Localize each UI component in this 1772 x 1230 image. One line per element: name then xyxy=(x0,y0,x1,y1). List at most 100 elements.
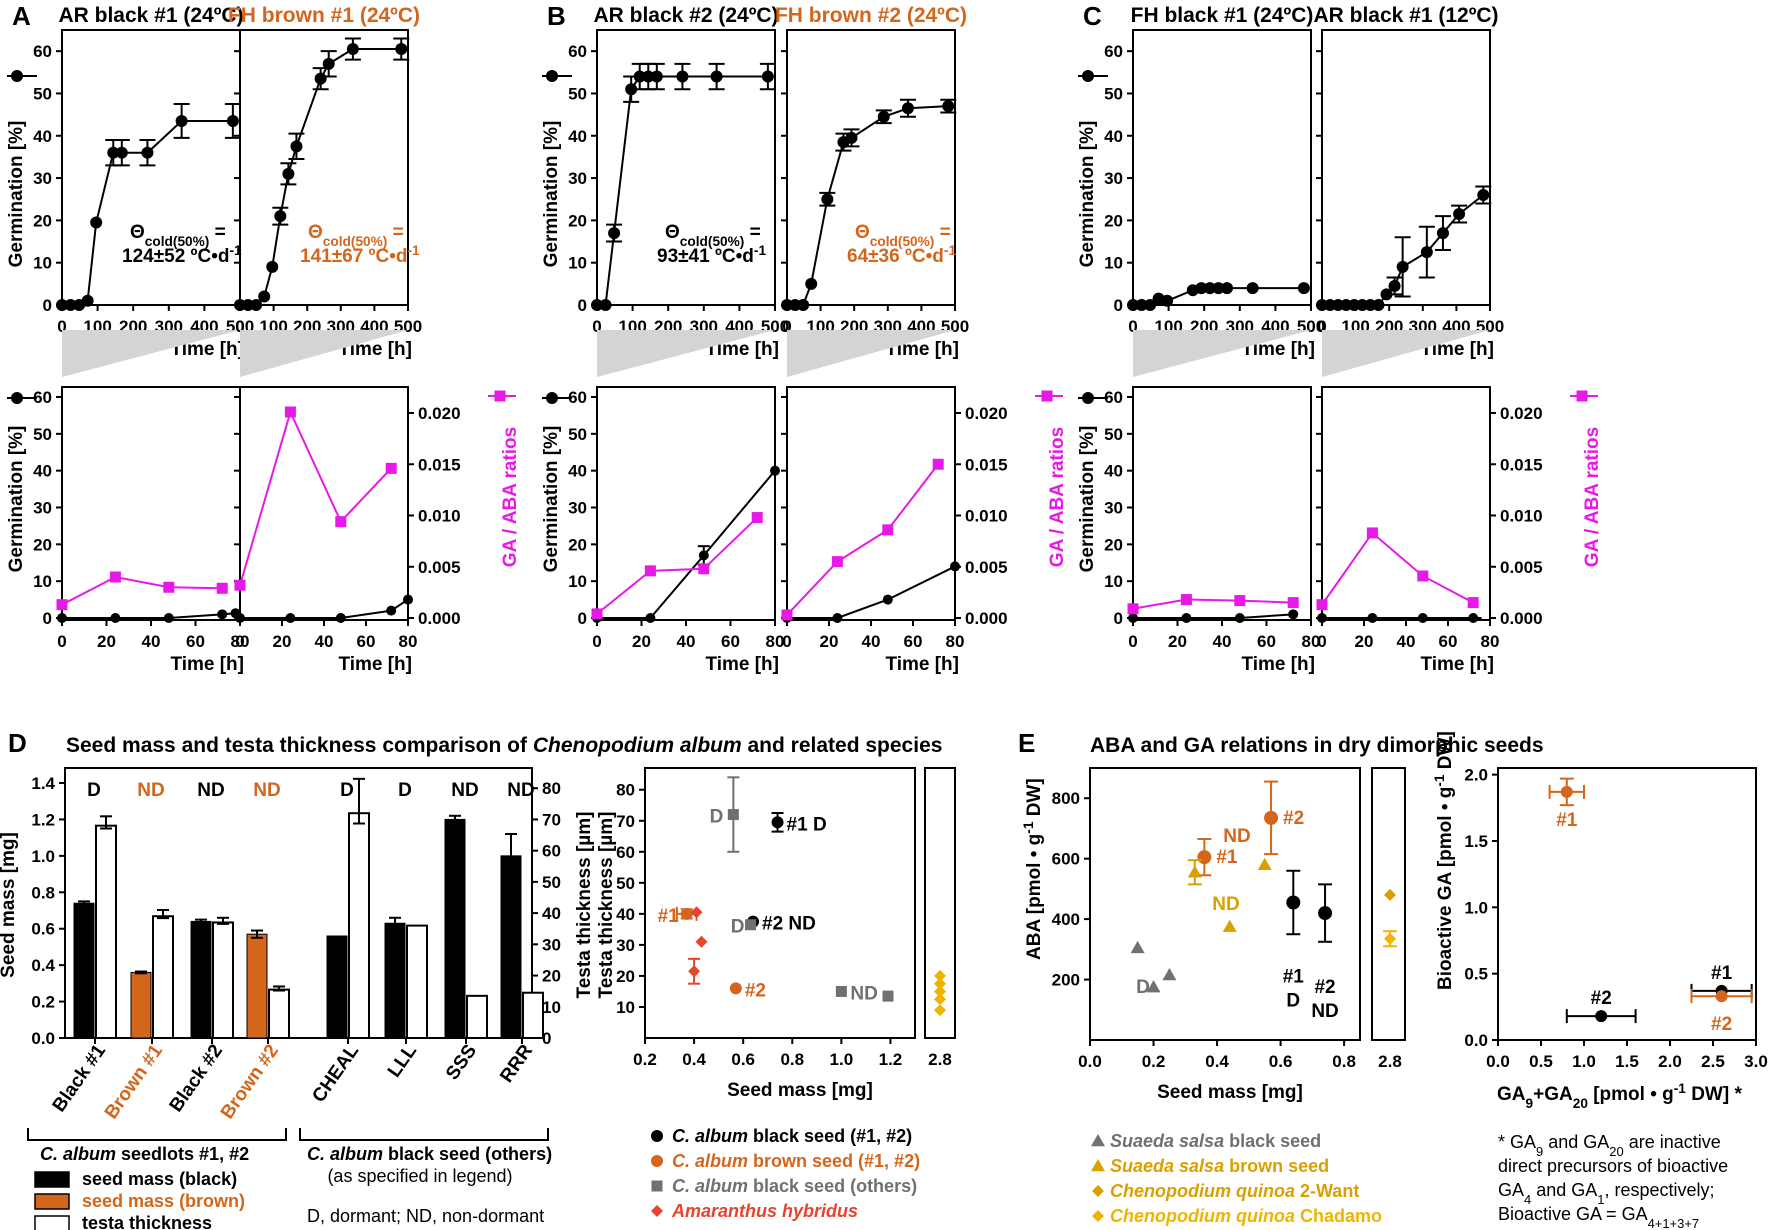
germination-point xyxy=(290,140,303,153)
y2-tick-label: 60 xyxy=(542,842,561,861)
category-label: Brown #1 xyxy=(101,1040,168,1122)
y-tick-label: 0.8 xyxy=(31,883,55,902)
dormancy-label: D xyxy=(87,780,101,801)
y-tick-label: 40 xyxy=(1104,462,1123,481)
germination-point xyxy=(1372,299,1385,311)
y2-tick-label: 0.005 xyxy=(1500,558,1543,577)
scatter-point xyxy=(1197,850,1212,865)
seed-mass-bar xyxy=(130,971,152,1039)
y-axis-label: Germination [%] xyxy=(6,121,27,268)
germination-point xyxy=(56,299,68,311)
scatter-point xyxy=(1130,940,1145,954)
testa-bar xyxy=(348,812,370,1040)
y-tick-label: 60 xyxy=(1104,388,1123,407)
y-tick-label: 50 xyxy=(616,874,635,893)
dormancy-label: ND xyxy=(253,780,280,801)
y-tick-label: 800 xyxy=(1052,789,1080,808)
germination-point xyxy=(285,613,296,623)
plot-title-C1: FH black #1 (24ºC) xyxy=(1131,4,1314,27)
bar-chart-frame xyxy=(64,767,533,1039)
germination-point xyxy=(258,290,271,303)
legend-marker-germination xyxy=(11,70,23,82)
germination-point xyxy=(710,70,723,83)
scatter-frame xyxy=(644,767,916,1039)
text-span: 141±67 ºC•d xyxy=(300,246,407,267)
theta-value: 64±36 ºC•d-1 xyxy=(847,243,956,268)
legend-marker-germination xyxy=(1082,392,1094,404)
y-tick-label: 60 xyxy=(568,42,587,61)
text-span: , respectively; xyxy=(1605,1180,1715,1200)
germination-point xyxy=(90,216,103,229)
text-span: 20 xyxy=(1573,1096,1589,1111)
y-tick-label: 40 xyxy=(1104,127,1123,146)
legend-subtitle: (as specified in legend) xyxy=(327,1166,512,1186)
germination-point xyxy=(1127,299,1139,311)
legend-marker-germination xyxy=(11,392,23,404)
testa-bar xyxy=(466,994,488,1039)
germination-point xyxy=(650,70,663,83)
y2-tick-label: 0.000 xyxy=(1500,609,1543,628)
text-span: Chadamo xyxy=(1295,1206,1382,1226)
scatter-label: #1 D xyxy=(787,814,827,835)
legend-marker-germination xyxy=(1082,70,1094,82)
seed-mass-bar xyxy=(500,855,522,1039)
germination-point xyxy=(1380,288,1393,301)
footnote-line-3: GA4 and GA1, respectively; xyxy=(1498,1180,1715,1207)
y-tick-label: 40 xyxy=(33,127,52,146)
y2-tick-label: 40 xyxy=(542,904,561,923)
scatter-label: #2 ND xyxy=(762,914,816,935)
legend-marker-germination xyxy=(546,70,558,82)
error-bar xyxy=(157,908,169,920)
y-tick-label: 10 xyxy=(1104,254,1123,273)
y-tick-label: 40 xyxy=(33,462,52,481)
ratio-point xyxy=(1234,595,1246,607)
x-tick-label: 40 xyxy=(677,632,696,651)
scatter-point xyxy=(1384,888,1396,901)
x-axis-label: Time [h] xyxy=(1241,654,1315,675)
x-tick-label: 0.6 xyxy=(731,1050,755,1069)
theta-annotation: Θcold(50%) = xyxy=(665,222,761,249)
germination-point xyxy=(591,299,603,311)
theta-annotation: Θcold(50%) = xyxy=(855,222,951,249)
zoom-wedge xyxy=(597,330,775,377)
germination-point xyxy=(1367,613,1378,623)
panel-E-title: ABA and GA relations in dry dimorphic se… xyxy=(1090,734,1544,757)
text-span: Θ xyxy=(855,222,870,243)
legend-marker xyxy=(1092,1210,1104,1222)
text-span: -1 xyxy=(407,243,420,258)
y-tick-label: 30 xyxy=(1104,499,1123,518)
ratio-point xyxy=(751,512,763,524)
y-tick-label: 0 xyxy=(43,609,52,628)
y-tick-label: 10 xyxy=(33,254,52,273)
germination-point xyxy=(599,299,612,311)
germination-line xyxy=(597,75,768,306)
ratio-point xyxy=(1127,603,1139,615)
germination-point xyxy=(901,102,914,115)
y-tick-label: 30 xyxy=(616,936,635,955)
seed-mass-bar xyxy=(246,933,268,1039)
category-label: CHEAL xyxy=(308,1041,363,1107)
germination-point xyxy=(1477,189,1490,201)
error-bar xyxy=(449,814,461,825)
y-axis-label: Germination [%] xyxy=(1077,426,1098,573)
germination-point xyxy=(1181,613,1192,623)
x-tick-label: 3.0 xyxy=(1744,1052,1768,1071)
testa-bar xyxy=(152,915,174,1039)
germination-point xyxy=(633,70,646,83)
text-span: Θ xyxy=(308,222,323,243)
y-tick-label: 2.0 xyxy=(1464,766,1488,785)
zoom-wedge xyxy=(1322,330,1490,377)
x-tick-label: 1.5 xyxy=(1615,1052,1639,1071)
germination-point xyxy=(645,613,656,623)
legend-E-0: Suaeda salsa black seed xyxy=(1110,1131,1321,1151)
germination-point xyxy=(395,43,408,56)
x-tick-label: 40 xyxy=(1213,632,1232,651)
text-span: cold(50%) xyxy=(323,234,388,249)
dormancy-label: ND xyxy=(137,780,164,801)
germination-point xyxy=(877,110,890,123)
y-tick-label: 20 xyxy=(1104,211,1123,230)
scatter-point xyxy=(690,906,703,919)
germination-point xyxy=(1297,282,1310,295)
germination-point xyxy=(1234,613,1245,623)
